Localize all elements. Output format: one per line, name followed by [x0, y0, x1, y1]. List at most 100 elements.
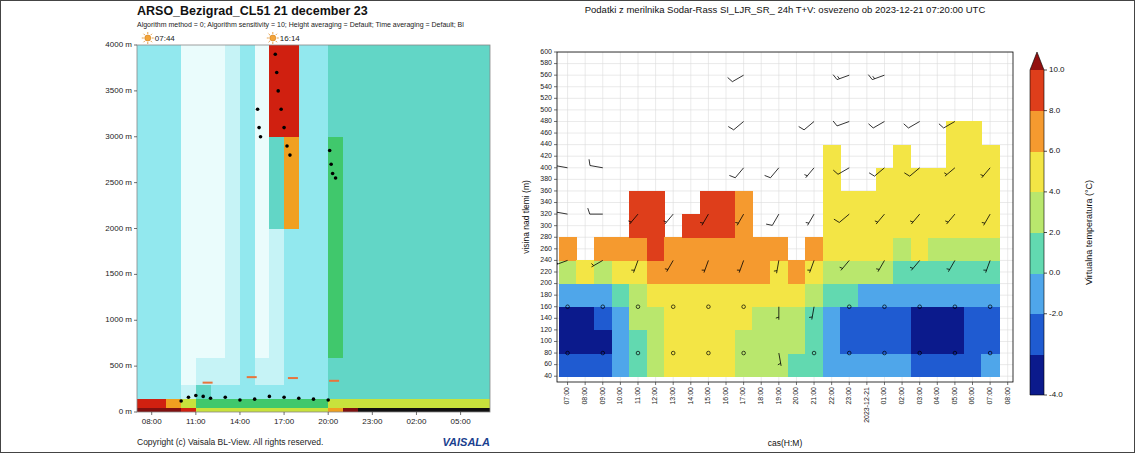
heat-cell: [181, 398, 196, 408]
tick: [866, 382, 867, 385]
panel: 4060801001201401601802002202402602803003…: [521, 4, 1094, 448]
heat-cell: [858, 191, 876, 215]
colorbar-tick: [1044, 110, 1047, 111]
heat-cell: [805, 307, 823, 331]
colorbar-tick: [1044, 232, 1047, 233]
heat-cell: [328, 45, 343, 137]
wind-barb: [804, 168, 814, 178]
y-tick-label: 2500 m: [105, 178, 132, 187]
wind-barb: [735, 214, 743, 225]
wind-barb: [868, 75, 884, 80]
calm-circle: [601, 305, 605, 309]
heat-cell: [911, 330, 929, 354]
heat-cell: [752, 260, 770, 284]
tick: [134, 274, 137, 275]
heat-cell: [343, 384, 358, 398]
heat-cell: [911, 307, 929, 331]
heat-cell: [284, 384, 299, 398]
wind-barb: [939, 121, 955, 128]
heat-cell: [876, 353, 894, 377]
wind-barb: [868, 121, 884, 128]
heat-cell: [647, 214, 665, 238]
y-axis-title: visina nad tlemi (m): [521, 180, 531, 254]
heat-cell: [269, 45, 284, 137]
heat-cell: [211, 320, 226, 357]
calm-circle: [953, 305, 957, 309]
tick: [239, 412, 240, 415]
wind-barb: [983, 260, 990, 272]
heat-cell: [858, 353, 876, 377]
x-tick-label: 08:00: [581, 387, 588, 405]
tick: [284, 412, 285, 415]
wind-barb: [728, 121, 743, 129]
tick: [554, 133, 557, 134]
heat-cell: [840, 191, 858, 215]
grid-line: [557, 86, 1013, 87]
tick: [902, 382, 903, 385]
tick: [554, 109, 557, 110]
colorbar-tick-label: -2.0: [1049, 309, 1063, 318]
point: [201, 395, 205, 399]
colorbar-tick: [1044, 191, 1047, 192]
heat-cell: [946, 168, 964, 192]
wind-barb: [910, 214, 920, 224]
heat-cell: [946, 191, 964, 215]
tick: [554, 144, 557, 145]
heat-cell: [858, 237, 876, 261]
heat-cell: [225, 137, 240, 229]
y-tick-label: 540: [540, 83, 552, 90]
heat-cell: [196, 407, 211, 412]
heat-cell: [152, 137, 167, 229]
point: [238, 398, 242, 402]
heat-cell: [181, 384, 196, 398]
heat-cell: [981, 260, 999, 284]
y-tick-label: 80: [544, 349, 552, 356]
wind-barb: [833, 168, 849, 175]
x-tick-label: 07:00: [563, 387, 570, 405]
x-tick-label: 08:00: [1004, 387, 1011, 405]
wind-barb: [557, 206, 568, 215]
heat-cell: [358, 137, 373, 229]
tick: [554, 63, 557, 64]
x-tick-label: 12:00: [651, 387, 658, 405]
point: [297, 396, 301, 400]
tick: [554, 376, 557, 377]
heat-cell: [137, 398, 152, 408]
heat-cell: [181, 45, 196, 137]
heat-cell: [946, 214, 964, 238]
heat-cell: [647, 191, 665, 215]
heat-cell: [823, 353, 841, 377]
sun-ray: [276, 34, 277, 35]
calm-circle: [671, 351, 675, 355]
heat-cell: [805, 330, 823, 354]
heat-cell: [981, 168, 999, 192]
tick: [554, 225, 557, 226]
x-tick-label: 17:00: [739, 387, 746, 405]
calm-circle: [742, 305, 746, 309]
heat-cell: [431, 407, 446, 412]
heat-cell: [314, 229, 329, 321]
heat-cell: [328, 384, 343, 398]
heat-cell: [735, 191, 753, 215]
grid-line: [557, 156, 1013, 157]
title: ARSO_Bezigrad_CL51 21 december 23: [137, 4, 368, 18]
tick: [743, 382, 744, 385]
heat-cell: [372, 45, 387, 137]
heat-cell: [559, 353, 577, 377]
tick: [585, 382, 586, 385]
heat-cell: [284, 357, 299, 385]
plot-area: [137, 45, 490, 412]
point: [275, 71, 279, 75]
heat-cell: [211, 384, 226, 398]
calm-circle: [847, 305, 851, 309]
sun-ray: [269, 41, 270, 42]
heat-cell: [770, 307, 788, 331]
colorbar-frame: [1030, 52, 1044, 395]
heat-cell: [269, 137, 284, 229]
heat-cell: [284, 407, 299, 412]
heat-cell: [269, 407, 284, 412]
heat-cell: [196, 398, 211, 408]
y-tick-label: 240: [540, 256, 552, 263]
calm-circle: [988, 351, 992, 355]
y-tick-label: 480: [540, 117, 552, 124]
